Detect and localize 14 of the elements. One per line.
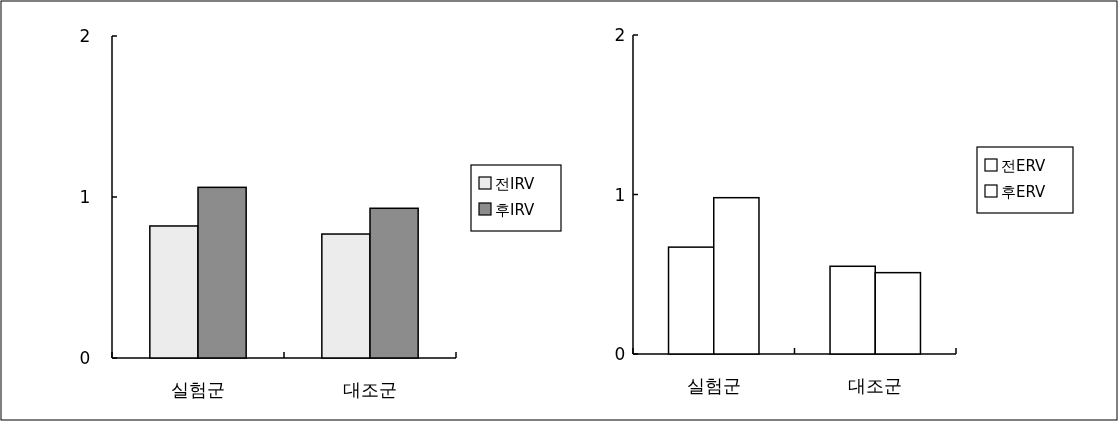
- legend-label: 전ERV: [1001, 157, 1047, 175]
- legend-label: 후ERV: [1001, 183, 1047, 201]
- legend-label: 전IRV: [495, 175, 536, 193]
- y-tick-label: 0: [614, 344, 626, 364]
- y-tick-label: 1: [79, 187, 91, 207]
- y-tick-label: 2: [614, 25, 626, 45]
- legend-label: 후IRV: [495, 201, 536, 219]
- x-tick-label: 대조군: [343, 379, 397, 400]
- y-tick-label: 2: [79, 26, 91, 46]
- x-tick-label: 실험군: [171, 379, 225, 400]
- x-tick-label: 실험군: [686, 375, 741, 396]
- y-tick-label: 0: [79, 348, 91, 368]
- y-tick-label: 1: [614, 184, 626, 205]
- x-tick-label: 대조군: [848, 375, 903, 396]
